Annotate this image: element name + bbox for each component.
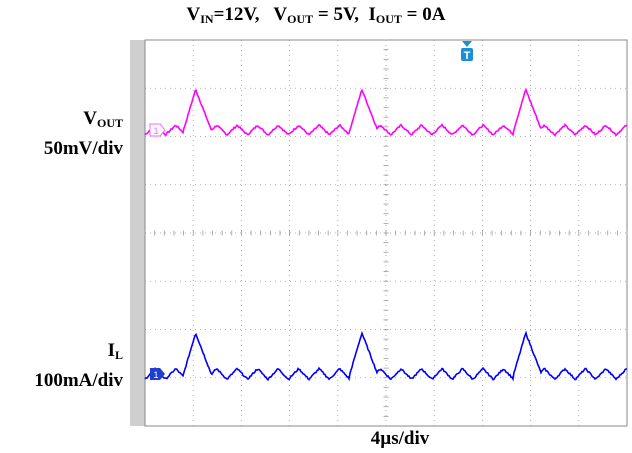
ch2-scale: 100mA/div [34,370,123,391]
chart-title: VIN=12V, VOUT = 5V, IOUT = 0A [186,4,446,26]
trigger-marker: T [461,41,473,62]
ch1-scale: 50mV/div [43,138,123,159]
left-edge-bar [130,40,145,426]
vout-trace [144,87,628,137]
svg-text:1: 1 [153,126,158,136]
grid [144,39,628,427]
iout-label: IOUT = 0A [368,4,446,26]
svg-text:1: 1 [153,370,158,380]
ch1-ground-marker: 1 [149,123,166,137]
ch2-label: IL 100mA/div [34,338,123,394]
vin-label: VIN=12V, [186,4,260,26]
x-axis-label: 4µs/div [370,428,430,449]
vout-setting-label: VOUT = 5V [273,4,355,26]
ch2-ground-marker: 1 [150,368,165,380]
svg-text:T: T [464,50,471,62]
ch1-label: VOUT 50mV/div [44,106,123,162]
il-trace [144,330,627,382]
